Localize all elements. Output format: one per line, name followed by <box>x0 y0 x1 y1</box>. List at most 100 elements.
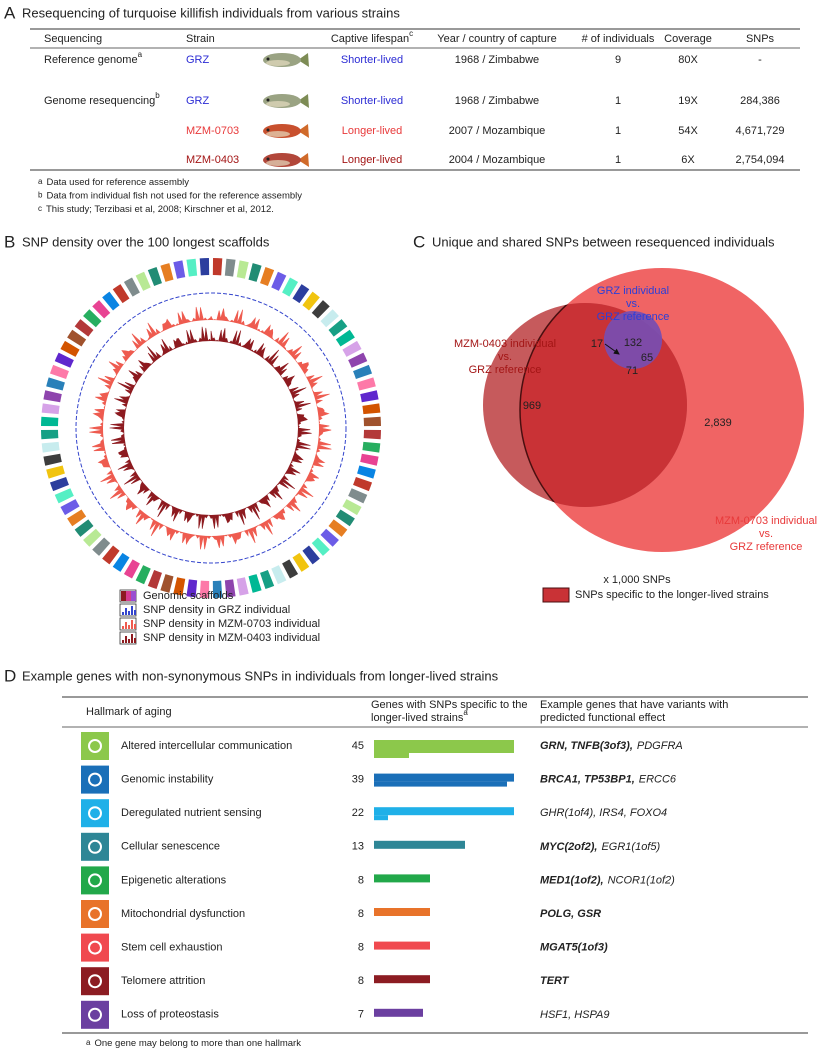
legend-icon-bar <box>131 591 136 601</box>
example-genes: TERT <box>540 975 570 987</box>
scaffold-segment <box>60 340 80 357</box>
scaffold-segment <box>282 277 299 297</box>
hallmark-icon-glyph <box>88 739 102 753</box>
scaffold-segment <box>67 509 87 527</box>
scaffold-segment <box>46 465 65 479</box>
footnote: a One gene may belong to more than one ha… <box>86 1038 301 1049</box>
gene-count: 45 <box>352 740 364 752</box>
fish <box>263 94 309 108</box>
gene-count-bar <box>374 781 507 787</box>
scaffold-segment <box>60 499 80 516</box>
scaffold-segment <box>212 580 223 598</box>
hallmark-icon <box>81 765 109 794</box>
venn-set-label: GRZ reference <box>730 541 803 553</box>
footnote-mark: a <box>86 1038 91 1047</box>
venn-count: 2,839 <box>704 417 732 429</box>
venn-set-label: MZM-0703 individual <box>715 515 817 527</box>
column-header: Strain <box>186 33 215 45</box>
venn-count: 17 <box>591 338 603 350</box>
example-genes: GHR(1of4), IRS4, FOXO4 <box>540 807 667 819</box>
scaffold-segment <box>292 552 310 572</box>
cell-strain: GRZ <box>186 95 210 107</box>
density-mzm0403-inner <box>124 341 298 515</box>
scaffold-segment <box>173 577 186 596</box>
panel-label: B <box>4 232 15 251</box>
scaffold-segment <box>320 309 339 328</box>
example-genes-plain: NCOR1(1of2) <box>608 874 676 886</box>
example-genes: HSF1, HSPA9 <box>540 1009 610 1021</box>
legend-icon-bar <box>126 591 131 601</box>
panel-title: Resequencing of turquoise killifish indi… <box>22 5 400 20</box>
fish-belly <box>266 60 290 66</box>
scaffold-segment <box>282 559 299 579</box>
density-baseline-grz <box>75 292 347 564</box>
cell-capture: 2004 / Mozambique <box>449 154 546 166</box>
cell-coverage: 19X <box>678 95 698 107</box>
gene-count-bar <box>374 740 514 748</box>
column-header: Example genes that have variants with <box>540 699 728 711</box>
example-genes-bold: BRCA1, TP53BP1, <box>540 774 635 786</box>
column-header: Genes with SNPs specific to the <box>371 699 528 711</box>
panel-title: Example genes with non-synonymous SNPs i… <box>22 668 499 683</box>
superscript: a <box>138 50 143 59</box>
superscript: b <box>155 91 160 100</box>
hallmark-icon <box>81 866 109 895</box>
cell-individuals: 9 <box>615 54 621 66</box>
scaffold-segment <box>360 453 379 466</box>
scaffold-segment <box>302 545 320 565</box>
scaffold-segment <box>83 528 102 547</box>
scaffold-segment <box>43 390 62 403</box>
cell-text: Reference genome <box>44 54 138 66</box>
legend-icon-spike <box>122 640 124 643</box>
panel-label: A <box>4 3 16 22</box>
example-genes-bold: MED1(1of2), <box>540 874 604 886</box>
example-genes: BRCA1, TP53BP1, ERCC6 <box>540 774 677 786</box>
cell-capture: 1968 / Zimbabwe <box>455 54 539 66</box>
legend-icon-spike <box>134 624 136 629</box>
hallmark-icon-glyph <box>88 974 102 989</box>
legend-icon-spike <box>125 622 127 629</box>
fish <box>263 124 309 138</box>
legend-text: SNP density in GRZ individual <box>143 604 290 616</box>
example-genes-plain: PDGFRA <box>637 740 683 752</box>
scaffold-segment <box>41 441 60 453</box>
scaffold-segment <box>362 403 381 415</box>
legend-text: Genomic scaffolds <box>143 590 234 602</box>
example-genes-bold: MYC(2of2), <box>540 841 597 853</box>
gene-count-bar <box>374 748 514 753</box>
cell-sequencing: Reference genomea <box>44 50 143 66</box>
footnote: a Data used for reference assembly <box>38 177 189 188</box>
scaffold-segment <box>147 570 162 590</box>
legend-icon <box>119 617 137 631</box>
column-header-text: Captive lifespan <box>331 33 409 45</box>
scaffold-segment <box>342 499 362 516</box>
scaffold-segment <box>160 574 174 593</box>
scaffold-segment <box>54 352 74 368</box>
scaffold-segment <box>271 271 287 291</box>
gene-count-bar <box>374 815 388 821</box>
legend-icon-spike <box>131 634 133 643</box>
hallmark-icon-glyph <box>88 839 102 854</box>
hallmark-name: Telomere attrition <box>121 975 205 987</box>
fish-tail <box>298 94 309 108</box>
cell-strain: MZM-0403 <box>186 154 239 166</box>
column-header: Captive lifespanc <box>331 29 413 45</box>
legend-icon-spike <box>128 639 130 643</box>
gene-count-bar <box>374 941 430 950</box>
panel-title: Unique and shared SNPs between resequenc… <box>432 234 775 249</box>
gene-count-bar <box>374 807 514 816</box>
superscript: c <box>409 29 413 38</box>
scaffold-segment <box>363 416 381 427</box>
scaffold-segment <box>236 260 249 279</box>
hallmark-icon <box>81 967 109 996</box>
fish-tail <box>298 53 309 67</box>
scaffold-segment <box>260 266 275 286</box>
hallmark-icon <box>81 900 109 928</box>
scaffold-segment <box>54 488 74 504</box>
gene-count: 8 <box>358 942 364 954</box>
example-genes-plain: EGR1(1of5) <box>601 841 660 853</box>
footnote-text: One gene may belong to more than one hal… <box>94 1038 301 1049</box>
scaffold-segment <box>302 291 320 311</box>
footnote: c This study; Terzibasi et al, 2008; Kirs… <box>38 204 274 215</box>
